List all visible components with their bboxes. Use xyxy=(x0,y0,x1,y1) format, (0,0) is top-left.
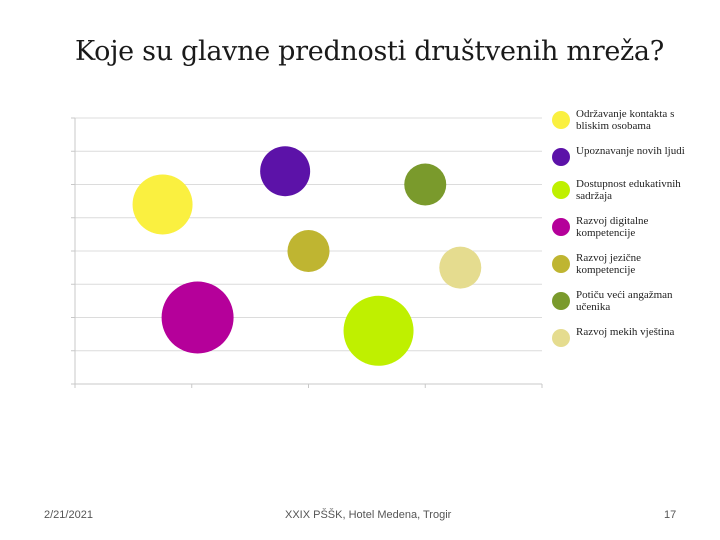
legend-label: Potiču veći angažman učenika xyxy=(576,289,673,313)
bubble-3 xyxy=(343,295,414,366)
bubble-6 xyxy=(404,163,447,206)
bubbles xyxy=(132,146,482,366)
legend-swatch xyxy=(552,218,570,236)
bubble-2 xyxy=(260,146,311,197)
legend-swatch xyxy=(552,111,570,129)
legend-swatch xyxy=(552,255,570,273)
legend-label: Razvoj digitalne kompetencije xyxy=(576,215,649,239)
legend-label: Upoznavanje novih ljudi xyxy=(576,145,685,157)
bubble-1 xyxy=(132,174,193,235)
legend-label: Dostupnost edukativnih sadržaja xyxy=(576,178,681,202)
legend-label: Razvoj jezične kompetencije xyxy=(576,252,642,276)
footer-center: XXIX PŠŠK, Hotel Medena, Trogir xyxy=(285,509,452,521)
legend-swatch xyxy=(552,181,570,199)
legend-label: Razvoj mekih vještina xyxy=(576,326,675,338)
slide-title: Koje su glavne prednosti društvenih mrež… xyxy=(75,36,664,67)
axes xyxy=(71,117,543,388)
legend-swatch xyxy=(552,292,570,310)
legend-swatch xyxy=(552,329,570,347)
bubble-5 xyxy=(287,230,330,272)
legend-swatch xyxy=(552,148,570,166)
bubble-7 xyxy=(439,246,482,289)
legend-label: Održavanje kontakta s bliskim osobama xyxy=(576,108,675,132)
grid-lines xyxy=(75,117,542,352)
footer-date: 2/21/2021 xyxy=(44,509,93,521)
page-number: 17 xyxy=(664,509,677,521)
bubble-4 xyxy=(161,281,234,354)
